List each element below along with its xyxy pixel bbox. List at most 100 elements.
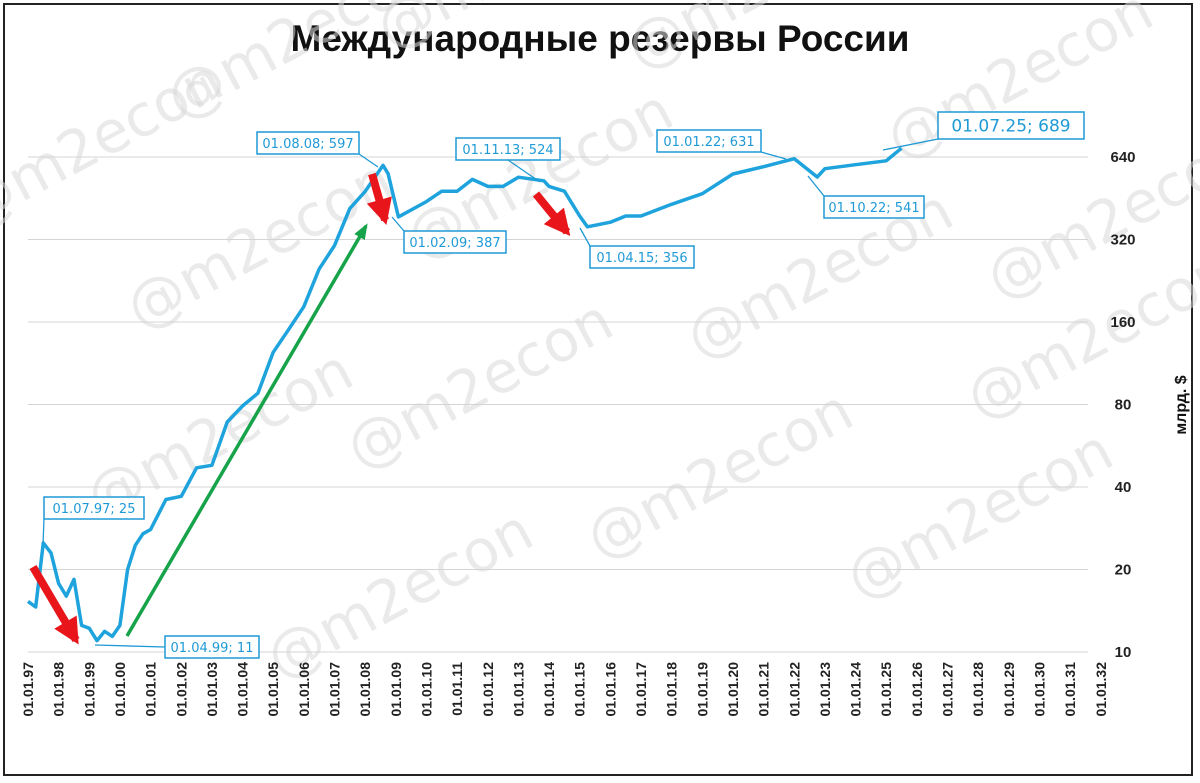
annotation-callout: 01.01.22; 631 xyxy=(656,129,787,160)
watermark-text: @m2econ xyxy=(875,0,1164,172)
callout-leader xyxy=(882,138,939,151)
trend-arrow xyxy=(366,172,392,226)
watermark-text: @m2econ xyxy=(115,146,404,343)
x-tick-label: 01.01.12 xyxy=(480,662,496,717)
chart-title: Международные резервы России xyxy=(290,18,910,59)
x-tick-label: 01.01.24 xyxy=(848,662,864,717)
callout-box xyxy=(455,137,561,161)
callout-box xyxy=(164,635,260,659)
callout-leader xyxy=(358,153,379,168)
y-tick-label: 10 xyxy=(1115,644,1132,661)
y-axis-label: млрд. $ xyxy=(1173,375,1190,434)
x-tick-label: 01.01.16 xyxy=(602,662,618,717)
x-tick-label: 01.01.05 xyxy=(265,662,281,717)
callout-label: 01.07.97; 25 xyxy=(53,502,136,517)
callout-label: 01.02.09; 387 xyxy=(409,236,500,251)
y-tick-label: 40 xyxy=(1115,479,1132,496)
x-tick-label: 01.01.14 xyxy=(541,662,557,717)
x-tick-label: 01.01.30 xyxy=(1031,662,1047,717)
x-tick-label: 01.01.08 xyxy=(357,662,373,717)
annotation-callout: 01.11.13; 524 xyxy=(455,137,561,183)
callout-leader xyxy=(507,159,541,183)
x-tick-label: 01.01.18 xyxy=(664,662,680,717)
callout-box xyxy=(256,131,360,155)
annotation-callout: 01.10.22; 541 xyxy=(807,175,925,219)
y-tick-label: 640 xyxy=(1110,149,1135,166)
callout-label: 01.08.08; 597 xyxy=(262,137,353,152)
x-tick-label: 01.01.99 xyxy=(81,662,97,717)
annotation-callout: 01.07.97; 25 xyxy=(42,496,145,545)
x-tick-label: 01.01.04 xyxy=(235,662,251,717)
annotation-callout: 01.08.08; 597 xyxy=(256,131,379,168)
watermark-text: @m2econ xyxy=(365,0,654,62)
callout-leader xyxy=(94,644,166,648)
annotation-callout: 01.07.25; 689 xyxy=(882,111,1085,151)
x-tick-label: 01.01.09 xyxy=(388,662,404,717)
x-tick-label: 01.01.22 xyxy=(786,662,802,717)
x-tick-label: 01.01.21 xyxy=(756,662,772,717)
callout-box xyxy=(823,195,925,219)
series-line xyxy=(26,146,903,643)
x-tick-label: 01.01.01 xyxy=(143,662,159,717)
x-tick-label: 01.01.00 xyxy=(112,662,128,717)
x-axis-ticks: 01.01.97 01.01.98 01.01.99 01.01.00 01.01.01… xyxy=(20,662,1109,717)
watermark-layer: @m2econ@m2econ@m2econ@m2econ@m2econ@m2ec… xyxy=(0,0,1200,692)
y-tick-label: 20 xyxy=(1115,562,1132,579)
x-tick-label: 01.01.07 xyxy=(327,662,343,717)
trend-arrow xyxy=(532,191,571,237)
callout-label: 01.10.22; 541 xyxy=(828,201,919,216)
watermark-text: @m2econ xyxy=(835,416,1124,613)
callout-box xyxy=(589,245,695,269)
x-tick-label: 01.01.32 xyxy=(1093,662,1109,717)
callout-leader xyxy=(391,216,405,232)
callout-leader xyxy=(807,175,825,197)
x-tick-label: 01.01.23 xyxy=(817,662,833,717)
annotation-callout: 01.04.15; 356 xyxy=(579,227,695,269)
callout-label: 01.11.13; 524 xyxy=(462,143,553,158)
callout-leader xyxy=(760,151,787,160)
x-tick-label: 01.01.98 xyxy=(51,662,67,717)
callout-label: 01.04.15; 356 xyxy=(596,251,687,266)
x-tick-label: 01.01.17 xyxy=(633,662,649,717)
callout-box xyxy=(43,496,145,520)
callout-box xyxy=(656,129,762,153)
trend-arrow xyxy=(29,564,80,645)
y-tick-label: 160 xyxy=(1110,314,1135,331)
watermark-text: @m2econ xyxy=(575,376,864,573)
callout-box xyxy=(403,230,507,254)
callout-label: 01.07.25; 689 xyxy=(951,117,1070,137)
x-tick-label: 01.01.31 xyxy=(1062,662,1078,717)
x-tick-label: 01.01.13 xyxy=(510,662,526,717)
x-tick-label: 01.01.03 xyxy=(204,662,220,717)
x-tick-label: 01.01.10 xyxy=(418,662,434,717)
x-tick-label: 01.01.20 xyxy=(725,662,741,717)
y-tick-label: 320 xyxy=(1110,232,1135,249)
x-tick-label: 01.01.11 xyxy=(449,662,465,716)
callout-box xyxy=(937,111,1085,140)
x-tick-label: 01.01.15 xyxy=(572,662,588,717)
x-tick-label: 01.01.26 xyxy=(909,662,925,717)
y-tick-label: 80 xyxy=(1115,397,1132,414)
callout-leader xyxy=(42,518,45,545)
y-axis-ticks: 10 20 40 80 160 320 640 xyxy=(1110,149,1135,661)
callout-leader xyxy=(579,227,591,247)
x-tick-label: 01.01.29 xyxy=(1001,662,1017,717)
arrows-layer xyxy=(29,172,571,645)
watermark-text: @m2econ xyxy=(615,0,904,82)
watermark-text: @m2econ xyxy=(335,286,624,483)
annotation-callout: 01.04.99; 11 xyxy=(94,635,260,659)
x-tick-label: 01.01.02 xyxy=(173,662,189,717)
callout-label: 01.04.99; 11 xyxy=(171,641,254,656)
x-tick-label: 01.01.06 xyxy=(296,662,312,717)
x-tick-label: 01.01.97 xyxy=(20,662,36,717)
callout-label: 01.01.22; 631 xyxy=(663,135,754,150)
series-layer xyxy=(26,146,903,643)
x-tick-label: 01.01.28 xyxy=(970,662,986,717)
x-tick-label: 01.01.27 xyxy=(940,662,956,717)
x-tick-label: 01.01.25 xyxy=(878,662,894,717)
trend-arrow xyxy=(125,223,368,637)
annotation-callout: 01.02.09; 387 xyxy=(391,216,507,254)
x-tick-label: 01.01.19 xyxy=(694,662,710,717)
annotations-layer: 01.07.97; 25 01.04.99; 11 01.08.08; 597 01.… xyxy=(42,111,1085,659)
